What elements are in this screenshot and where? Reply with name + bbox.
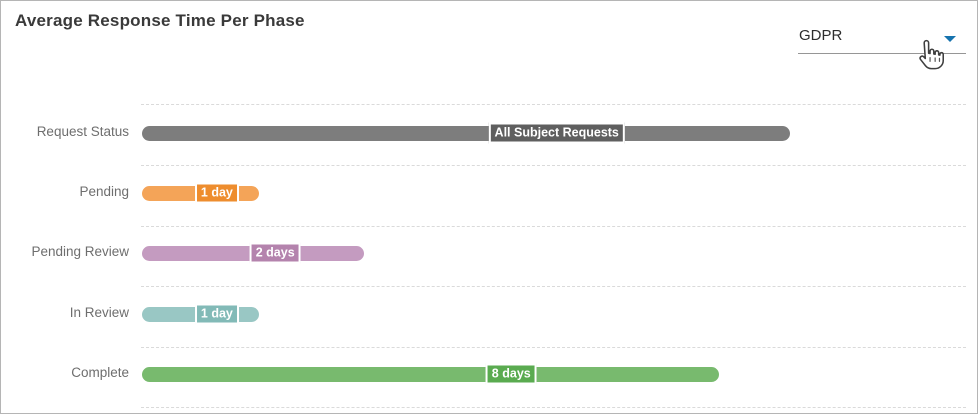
bar-complete[interactable]: 8 days [142,363,719,385]
chart-title: Average Response Time Per Phase [15,11,305,30]
bar-value-label: 1 day [194,303,239,325]
regulation-select-value: GDPR [799,27,843,44]
bar-value-label: 2 days [249,242,301,264]
gridline [141,104,966,105]
regulation-select[interactable]: GDPR [798,21,966,54]
bar-in-review[interactable]: 1 day [142,303,259,325]
category-label: Pending Review [31,244,129,259]
category-label: Complete [71,365,129,380]
bar-value-label: All Subject Requests [488,122,625,144]
gridline [141,347,966,348]
bar-value-label: 1 day [194,182,239,204]
gridline [141,165,966,166]
bar-pending[interactable]: 1 day [142,182,259,204]
gridline [141,407,966,408]
category-label: Request Status [36,124,129,139]
gridline [141,286,966,287]
chevron-down-icon[interactable] [944,36,956,42]
bar-pending-review[interactable]: 2 days [142,242,364,264]
bar-value-label: 8 days [485,363,537,385]
bar-request-status[interactable]: All Subject Requests [142,122,790,144]
gridline [141,226,966,227]
category-label: In Review [69,305,129,320]
category-label: Pending [79,184,129,199]
